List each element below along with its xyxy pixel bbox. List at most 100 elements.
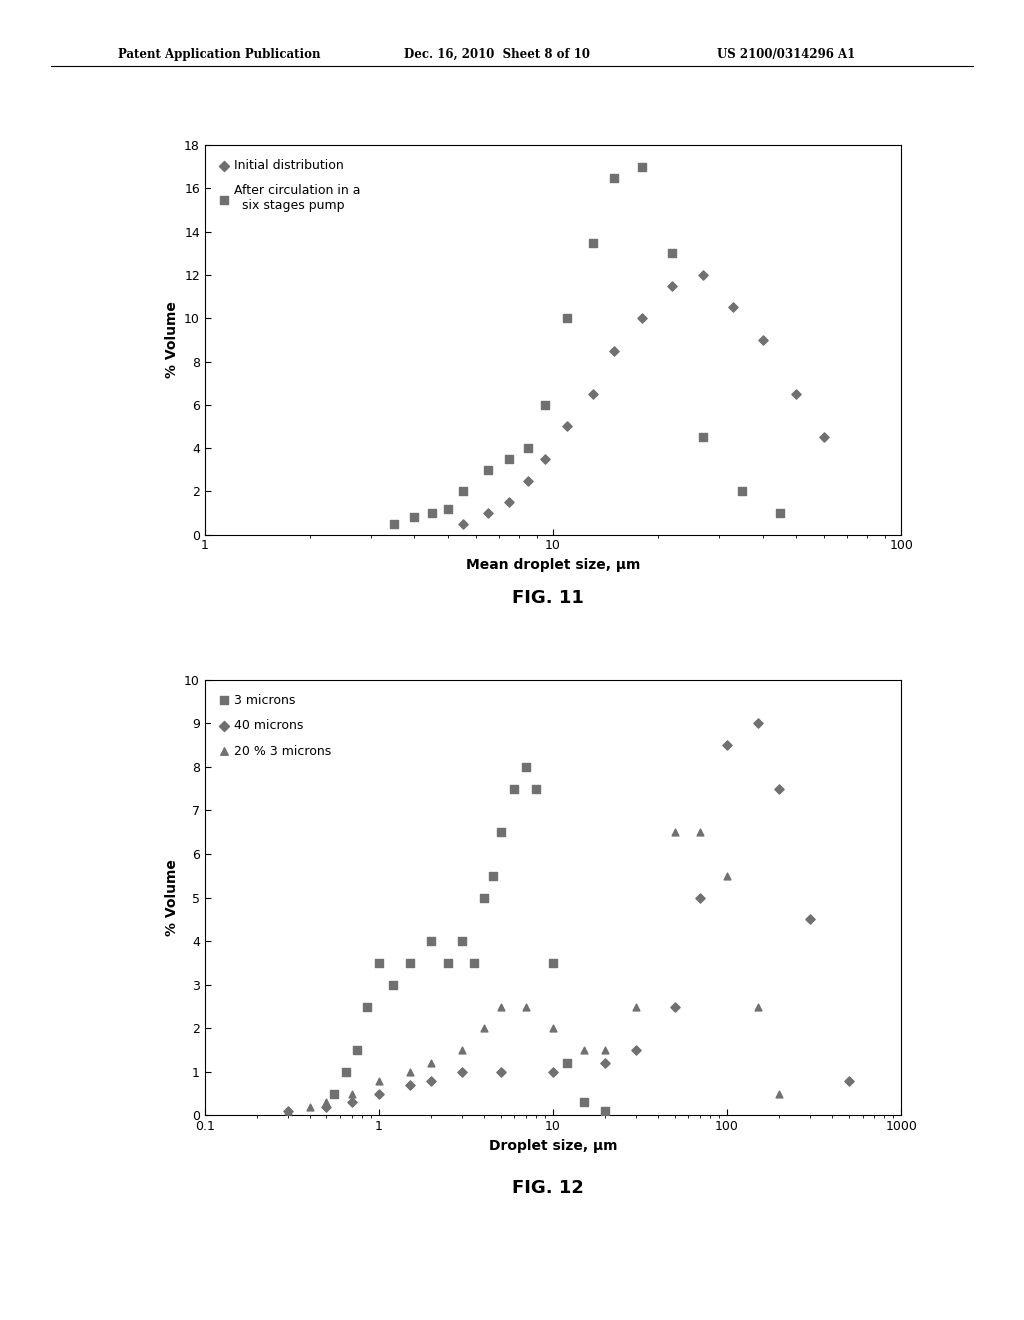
Initial distribution	[559, 416, 575, 437]
Initial distribution	[664, 276, 680, 297]
3 microns	[597, 1101, 613, 1122]
3 microns	[558, 1052, 574, 1073]
Initial distribution	[537, 449, 553, 470]
X-axis label: Mean droplet size, μm: Mean droplet size, μm	[466, 558, 640, 572]
40 microns	[802, 908, 818, 929]
After circulation in a
  six stages pump	[734, 480, 751, 502]
After circulation in a
  six stages pump	[502, 449, 518, 470]
3 microns	[484, 866, 501, 887]
20 % 3 microns	[518, 995, 535, 1016]
40 microns	[841, 1071, 857, 1092]
After circulation in a
  six stages pump	[424, 503, 440, 524]
Initial distribution	[606, 341, 623, 362]
40 microns	[771, 779, 787, 800]
After circulation in a
  six stages pump	[455, 480, 471, 502]
Text: FIG. 12: FIG. 12	[512, 1179, 584, 1197]
After circulation in a
  six stages pump	[440, 498, 457, 519]
20 % 3 microns	[771, 1082, 787, 1104]
3 microns	[440, 953, 457, 974]
3 microns	[338, 1061, 354, 1082]
3 microns	[349, 1040, 366, 1061]
20 % 3 microns	[628, 995, 644, 1016]
40 microns	[371, 1082, 387, 1104]
Initial distribution	[725, 297, 741, 318]
Legend: Initial distribution, After circulation in a
  six stages pump: Initial distribution, After circulation …	[211, 152, 368, 220]
After circulation in a
  six stages pump	[634, 156, 650, 177]
20 % 3 microns	[371, 1071, 387, 1092]
After circulation in a
  six stages pump	[559, 308, 575, 329]
20 % 3 microns	[423, 1052, 439, 1073]
Text: FIG. 11: FIG. 11	[512, 589, 584, 607]
3 microns	[506, 779, 522, 800]
20 % 3 microns	[597, 1040, 613, 1061]
After circulation in a
  six stages pump	[520, 437, 537, 458]
3 microns	[454, 931, 470, 952]
After circulation in a
  six stages pump	[537, 395, 553, 416]
3 microns	[528, 779, 545, 800]
40 microns	[280, 1101, 296, 1122]
3 microns	[371, 953, 387, 974]
20 % 3 microns	[719, 866, 735, 887]
40 microns	[750, 713, 766, 734]
After circulation in a
  six stages pump	[664, 243, 680, 264]
20 % 3 microns	[575, 1040, 592, 1061]
3 microns	[518, 756, 535, 777]
20 % 3 microns	[475, 1018, 492, 1039]
3 microns	[326, 1082, 342, 1104]
After circulation in a
  six stages pump	[585, 232, 601, 253]
20 % 3 microns	[667, 821, 683, 843]
20 % 3 microns	[545, 1018, 561, 1039]
3 microns	[423, 931, 439, 952]
After circulation in a
  six stages pump	[479, 459, 496, 480]
40 microns	[545, 1061, 561, 1082]
40 microns	[628, 1040, 644, 1061]
After circulation in a
  six stages pump	[386, 513, 402, 535]
40 microns	[719, 734, 735, 755]
20 % 3 microns	[344, 1082, 360, 1104]
20 % 3 microns	[318, 1092, 335, 1113]
Y-axis label: % Volume: % Volume	[165, 301, 178, 379]
3 microns	[475, 887, 492, 908]
After circulation in a
  six stages pump	[407, 507, 423, 528]
Y-axis label: % Volume: % Volume	[165, 859, 178, 936]
40 microns	[692, 887, 709, 908]
40 microns	[344, 1092, 360, 1113]
40 microns	[667, 995, 683, 1016]
3 microns	[358, 995, 375, 1016]
After circulation in a
  six stages pump	[695, 426, 712, 447]
Initial distribution	[695, 264, 712, 285]
3 microns	[545, 953, 561, 974]
40 microns	[454, 1061, 470, 1082]
Initial distribution	[502, 491, 518, 512]
Text: US 2100/0314296 A1: US 2100/0314296 A1	[717, 48, 855, 61]
Text: Dec. 16, 2010  Sheet 8 of 10: Dec. 16, 2010 Sheet 8 of 10	[404, 48, 591, 61]
20 % 3 microns	[750, 995, 766, 1016]
Legend: 3 microns, 40 microns, 20 % 3 microns: 3 microns, 40 microns, 20 % 3 microns	[211, 686, 338, 766]
20 % 3 microns	[493, 995, 509, 1016]
20 % 3 microns	[280, 1101, 296, 1122]
Initial distribution	[520, 470, 537, 491]
Text: Patent Application Publication: Patent Application Publication	[118, 48, 321, 61]
40 microns	[401, 1074, 418, 1096]
20 % 3 microns	[454, 1040, 470, 1061]
40 microns	[597, 1052, 613, 1073]
Initial distribution	[788, 383, 805, 404]
40 microns	[493, 1061, 509, 1082]
20 % 3 microns	[692, 821, 709, 843]
40 microns	[318, 1096, 335, 1117]
3 microns	[384, 974, 400, 995]
40 microns	[423, 1071, 439, 1092]
X-axis label: Droplet size, μm: Droplet size, μm	[488, 1139, 617, 1152]
20 % 3 microns	[301, 1096, 317, 1117]
After circulation in a
  six stages pump	[772, 503, 788, 524]
Initial distribution	[479, 503, 496, 524]
3 microns	[465, 953, 481, 974]
Initial distribution	[455, 513, 471, 535]
After circulation in a
  six stages pump	[606, 168, 623, 189]
Initial distribution	[816, 426, 833, 447]
3 microns	[493, 821, 509, 843]
Initial distribution	[585, 383, 601, 404]
3 microns	[401, 953, 418, 974]
20 % 3 microns	[401, 1061, 418, 1082]
3 microns	[575, 1092, 592, 1113]
